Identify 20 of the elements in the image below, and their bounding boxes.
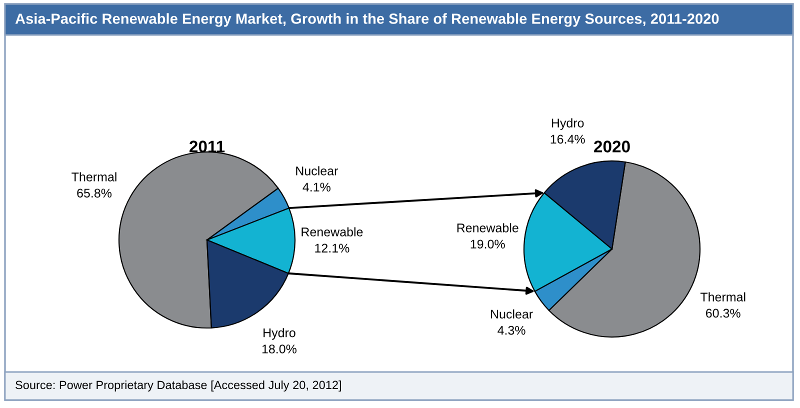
data-label: 65.8%	[77, 188, 112, 198]
data-label: 18.0%	[262, 344, 296, 354]
slice-label: Renewable	[457, 223, 518, 232]
slice-label: Nuclear	[491, 309, 533, 319]
data-label: 12.1%	[315, 244, 350, 253]
slice-label: Thermal	[72, 172, 116, 182]
data-label: 19.0%	[470, 240, 505, 249]
slice-label: Hydro	[264, 328, 296, 340]
data-label: 4.3%	[498, 326, 526, 335]
slice-label: Renewable	[302, 227, 363, 236]
data-label: 60.3%	[706, 308, 740, 318]
chart-title: 2011	[190, 140, 225, 152]
data-label: 16.4%	[550, 134, 585, 144]
slice-label: Thermal	[700, 292, 746, 302]
text: Asia-Pacific Renewable Energy Market, Growth in the Share of Renewable Energy Sources, 2011-2020	[15, 13, 719, 27]
slice-label: Hydro	[552, 118, 584, 130]
data-label: 4.1%	[302, 182, 330, 192]
text: 2020	[594, 140, 630, 152]
slice-label: Nuclear	[296, 166, 338, 176]
source-note: Source: Power Proprietary Database [Accessed July 20, 2012]	[16, 380, 341, 392]
